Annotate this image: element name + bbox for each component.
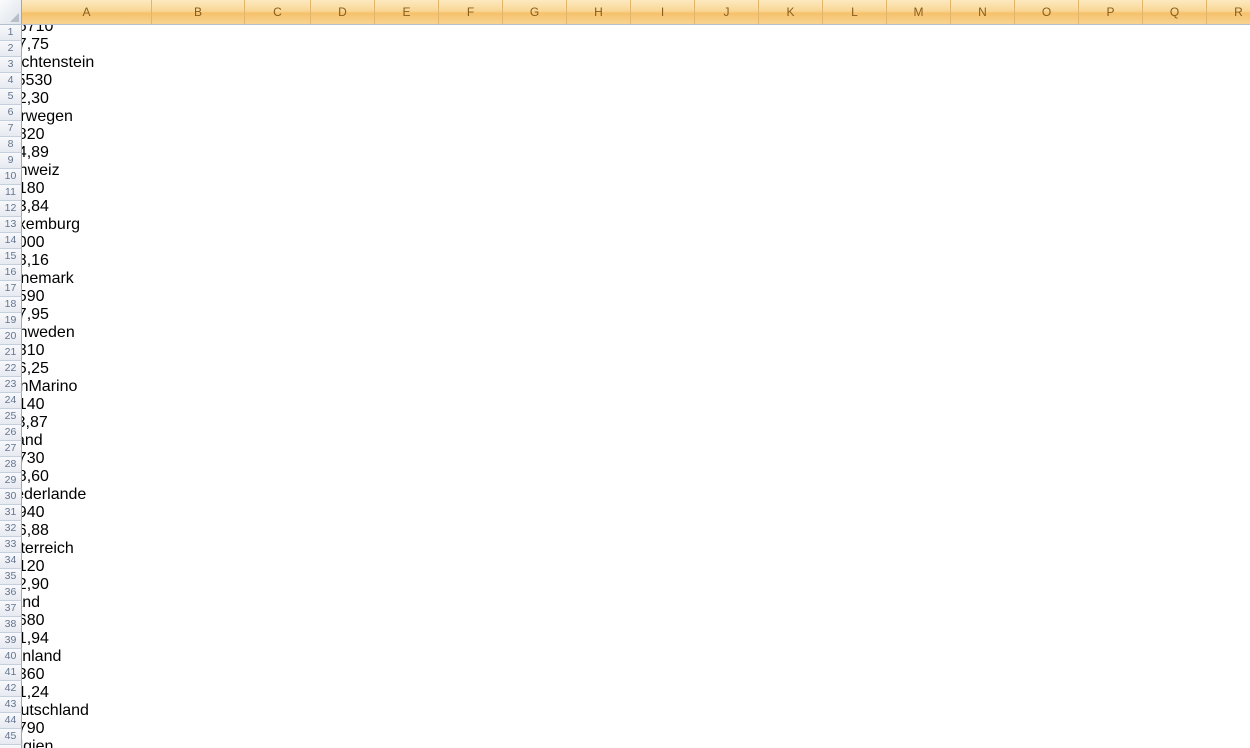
row-header-22[interactable]: 22 bbox=[0, 361, 22, 377]
row-header-9[interactable]: 9 bbox=[0, 153, 22, 169]
column-header-J[interactable]: J bbox=[695, 0, 759, 24]
row-header-36[interactable]: 36 bbox=[0, 585, 22, 601]
row-header-8[interactable]: 8 bbox=[0, 137, 22, 153]
row-header-19[interactable]: 19 bbox=[0, 313, 22, 329]
column-header-E[interactable]: E bbox=[375, 0, 439, 24]
row-header-45[interactable]: 45 bbox=[0, 729, 22, 745]
row-header-4[interactable]: 4 bbox=[0, 73, 22, 89]
cell-country-14[interactable]: Deutschland bbox=[0, 702, 89, 719]
column-header-A[interactable]: A bbox=[22, 0, 152, 24]
row-header-18[interactable]: 18 bbox=[0, 297, 22, 313]
column-header-M[interactable]: M bbox=[887, 0, 951, 24]
row-header-29[interactable]: 29 bbox=[0, 473, 22, 489]
column-header-I[interactable]: I bbox=[631, 0, 695, 24]
row-header-24[interactable]: 24 bbox=[0, 393, 22, 409]
row-header-2[interactable]: 2 bbox=[0, 41, 22, 57]
row-header-46[interactable] bbox=[0, 745, 22, 748]
row-header-1[interactable]: 1 bbox=[0, 25, 22, 41]
row-header-21[interactable]: 21 bbox=[0, 345, 22, 361]
row-header-14[interactable]: 14 bbox=[0, 233, 22, 249]
row-header-13[interactable]: 13 bbox=[0, 217, 22, 233]
column-header-B[interactable]: B bbox=[152, 0, 245, 24]
row-header-17[interactable]: 17 bbox=[0, 281, 22, 297]
column-header-N[interactable]: N bbox=[951, 0, 1015, 24]
column-header-G[interactable]: G bbox=[503, 0, 567, 24]
row-header-42[interactable]: 42 bbox=[0, 681, 22, 697]
row-header-20[interactable]: 20 bbox=[0, 329, 22, 345]
row-header-31[interactable]: 31 bbox=[0, 505, 22, 521]
column-header-K[interactable]: K bbox=[759, 0, 823, 24]
select-all-triangle-icon bbox=[10, 13, 19, 22]
row-header-40[interactable]: 40 bbox=[0, 649, 22, 665]
row-header-35[interactable]: 35 bbox=[0, 569, 22, 585]
row-header-10[interactable]: 10 bbox=[0, 169, 22, 185]
column-header-C[interactable]: C bbox=[245, 0, 311, 24]
row-header-23[interactable]: 23 bbox=[0, 377, 22, 393]
row-header-26[interactable]: 26 bbox=[0, 425, 22, 441]
row-header-44[interactable]: 44 bbox=[0, 713, 22, 729]
cell-country-2[interactable]: Liechtenstein bbox=[0, 54, 95, 71]
column-header-Q[interactable]: Q bbox=[1143, 0, 1207, 24]
row-header-3[interactable]: 3 bbox=[0, 57, 22, 73]
row-header-43[interactable]: 43 bbox=[0, 697, 22, 713]
column-header-O[interactable]: O bbox=[1015, 0, 1079, 24]
row-header-41[interactable]: 41 bbox=[0, 665, 22, 681]
column-header-D[interactable]: D bbox=[311, 0, 375, 24]
row-header-11[interactable]: 11 bbox=[0, 185, 22, 201]
row-header-7[interactable]: 7 bbox=[0, 121, 22, 137]
row-header-39[interactable]: 39 bbox=[0, 633, 22, 649]
row-header-6[interactable]: 6 bbox=[0, 105, 22, 121]
select-all-button[interactable] bbox=[0, 0, 22, 24]
row-header-16[interactable]: 16 bbox=[0, 265, 22, 281]
column-header-R[interactable]: R bbox=[1207, 0, 1250, 24]
row-header-32[interactable]: 32 bbox=[0, 521, 22, 537]
row-header-37[interactable]: 37 bbox=[0, 601, 22, 617]
row-header-27[interactable]: 27 bbox=[0, 441, 22, 457]
column-header-H[interactable]: H bbox=[567, 0, 631, 24]
column-header-P[interactable]: P bbox=[1079, 0, 1143, 24]
row-header-33[interactable]: 33 bbox=[0, 537, 22, 553]
cell-country-15[interactable]: Belgien bbox=[0, 738, 54, 748]
row-header-5[interactable]: 5 bbox=[0, 89, 22, 105]
row-header-12[interactable]: 12 bbox=[0, 201, 22, 217]
column-header-F[interactable]: F bbox=[439, 0, 503, 24]
row-header-34[interactable]: 34 bbox=[0, 553, 22, 569]
row-header-15[interactable]: 15 bbox=[0, 249, 22, 265]
row-header-30[interactable]: 30 bbox=[0, 489, 22, 505]
column-header-L[interactable]: L bbox=[823, 0, 887, 24]
row-header-28[interactable]: 28 bbox=[0, 457, 22, 473]
row-header-25[interactable]: 25 bbox=[0, 409, 22, 425]
row-header-38[interactable]: 38 bbox=[0, 617, 22, 633]
